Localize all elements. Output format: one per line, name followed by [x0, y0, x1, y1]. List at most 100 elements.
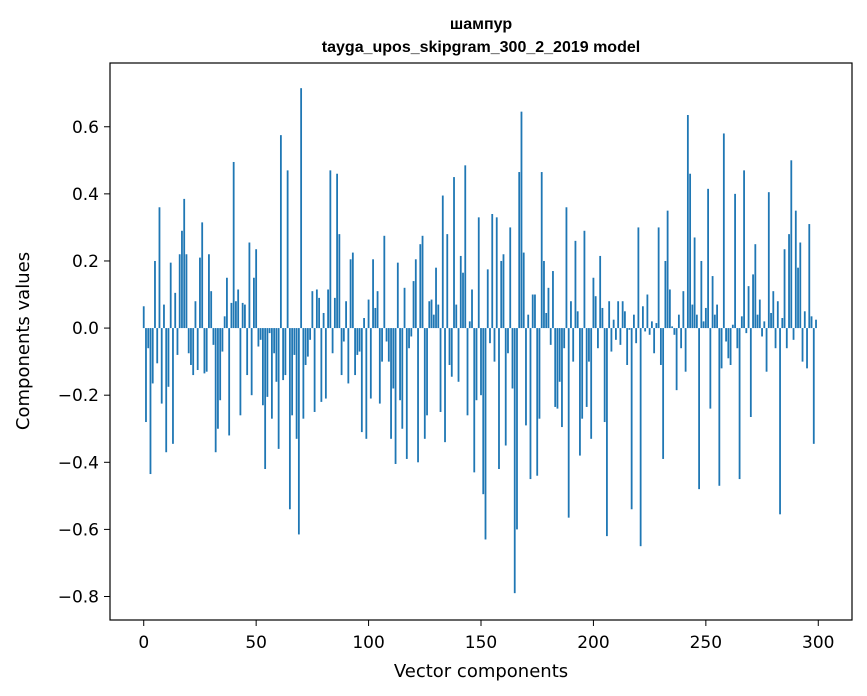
- bar: [210, 291, 213, 329]
- bar: [803, 311, 806, 329]
- bar: [745, 328, 748, 334]
- x-tick-label: 200: [577, 633, 609, 653]
- bar: [147, 328, 150, 349]
- bar: [302, 328, 305, 419]
- bar: [493, 328, 496, 362]
- bar: [345, 301, 347, 329]
- bar: [700, 260, 703, 329]
- bar: [446, 234, 449, 329]
- x-tick-label: 250: [690, 633, 722, 653]
- bar: [668, 289, 671, 329]
- bar: [664, 260, 667, 329]
- bar: [279, 135, 282, 329]
- y-tick-label: −0.8: [58, 588, 99, 608]
- bar: [525, 328, 527, 426]
- bar: [624, 311, 626, 329]
- bar: [628, 328, 631, 330]
- bar: [253, 277, 255, 329]
- bar: [558, 328, 561, 382]
- bar: [309, 328, 312, 340]
- bar: [812, 328, 815, 444]
- bar: [597, 328, 599, 349]
- bar: [381, 328, 383, 362]
- bar: [657, 227, 660, 329]
- bar: [498, 328, 500, 470]
- bar: [576, 311, 579, 329]
- bar: [199, 257, 201, 329]
- bar: [275, 328, 278, 382]
- bar: [675, 328, 678, 391]
- bar: [417, 328, 419, 463]
- bar: [181, 230, 183, 329]
- bar: [205, 328, 208, 372]
- bar: [192, 328, 195, 376]
- bar: [527, 314, 530, 329]
- bar: [450, 328, 453, 377]
- bar: [237, 289, 240, 329]
- bar: [666, 210, 669, 329]
- bar: [235, 301, 237, 329]
- bar: [329, 170, 332, 329]
- bar: [419, 244, 422, 329]
- bar: [428, 301, 431, 329]
- bar: [790, 160, 793, 329]
- bar: [367, 299, 370, 329]
- bar: [142, 306, 145, 329]
- y-tick-label: 0.0: [72, 319, 99, 339]
- bar: [554, 328, 557, 407]
- bar: [172, 328, 174, 444]
- bar: [547, 287, 550, 329]
- y-tick-label: −0.4: [58, 453, 99, 473]
- y-axis-label: Components values: [13, 252, 34, 430]
- chart-title: шампур: [450, 16, 512, 33]
- bar: [686, 115, 689, 329]
- bar: [677, 314, 680, 329]
- bar: [315, 289, 318, 329]
- bar: [511, 328, 514, 389]
- bar: [423, 328, 426, 439]
- bar: [217, 328, 219, 429]
- bar: [585, 328, 588, 407]
- bar: [776, 301, 779, 329]
- bar: [743, 170, 745, 329]
- bar: [770, 312, 772, 329]
- bar: [286, 170, 289, 329]
- bar: [534, 294, 536, 329]
- bar: [644, 328, 647, 332]
- bar: [785, 328, 788, 349]
- bar: [426, 328, 428, 416]
- bar: [230, 302, 233, 329]
- bar: [509, 227, 512, 329]
- bar: [250, 328, 253, 396]
- bar: [671, 326, 674, 329]
- bar: [466, 328, 469, 416]
- bar: [808, 224, 811, 329]
- bar: [268, 328, 271, 334]
- bar: [270, 328, 273, 419]
- bar: [338, 234, 341, 329]
- bar: [772, 291, 775, 329]
- bar: [486, 269, 489, 329]
- x-tick-label: 300: [802, 633, 834, 653]
- bar: [473, 328, 476, 473]
- bar: [720, 328, 723, 369]
- bar: [801, 328, 804, 362]
- bar: [356, 328, 359, 355]
- bar: [403, 287, 406, 329]
- bar: [151, 328, 154, 384]
- bar: [378, 328, 381, 404]
- bar: [300, 88, 303, 329]
- bar: [637, 227, 640, 329]
- bar: [633, 314, 635, 329]
- bar: [588, 328, 590, 362]
- bar: [612, 319, 615, 329]
- bar: [149, 328, 152, 475]
- bar: [736, 328, 739, 349]
- bar: [659, 328, 662, 365]
- bar: [457, 328, 460, 382]
- bar: [758, 299, 761, 329]
- bar: [358, 328, 361, 352]
- x-tick-label: 100: [352, 633, 384, 653]
- bar: [387, 328, 390, 362]
- bar: [293, 328, 296, 355]
